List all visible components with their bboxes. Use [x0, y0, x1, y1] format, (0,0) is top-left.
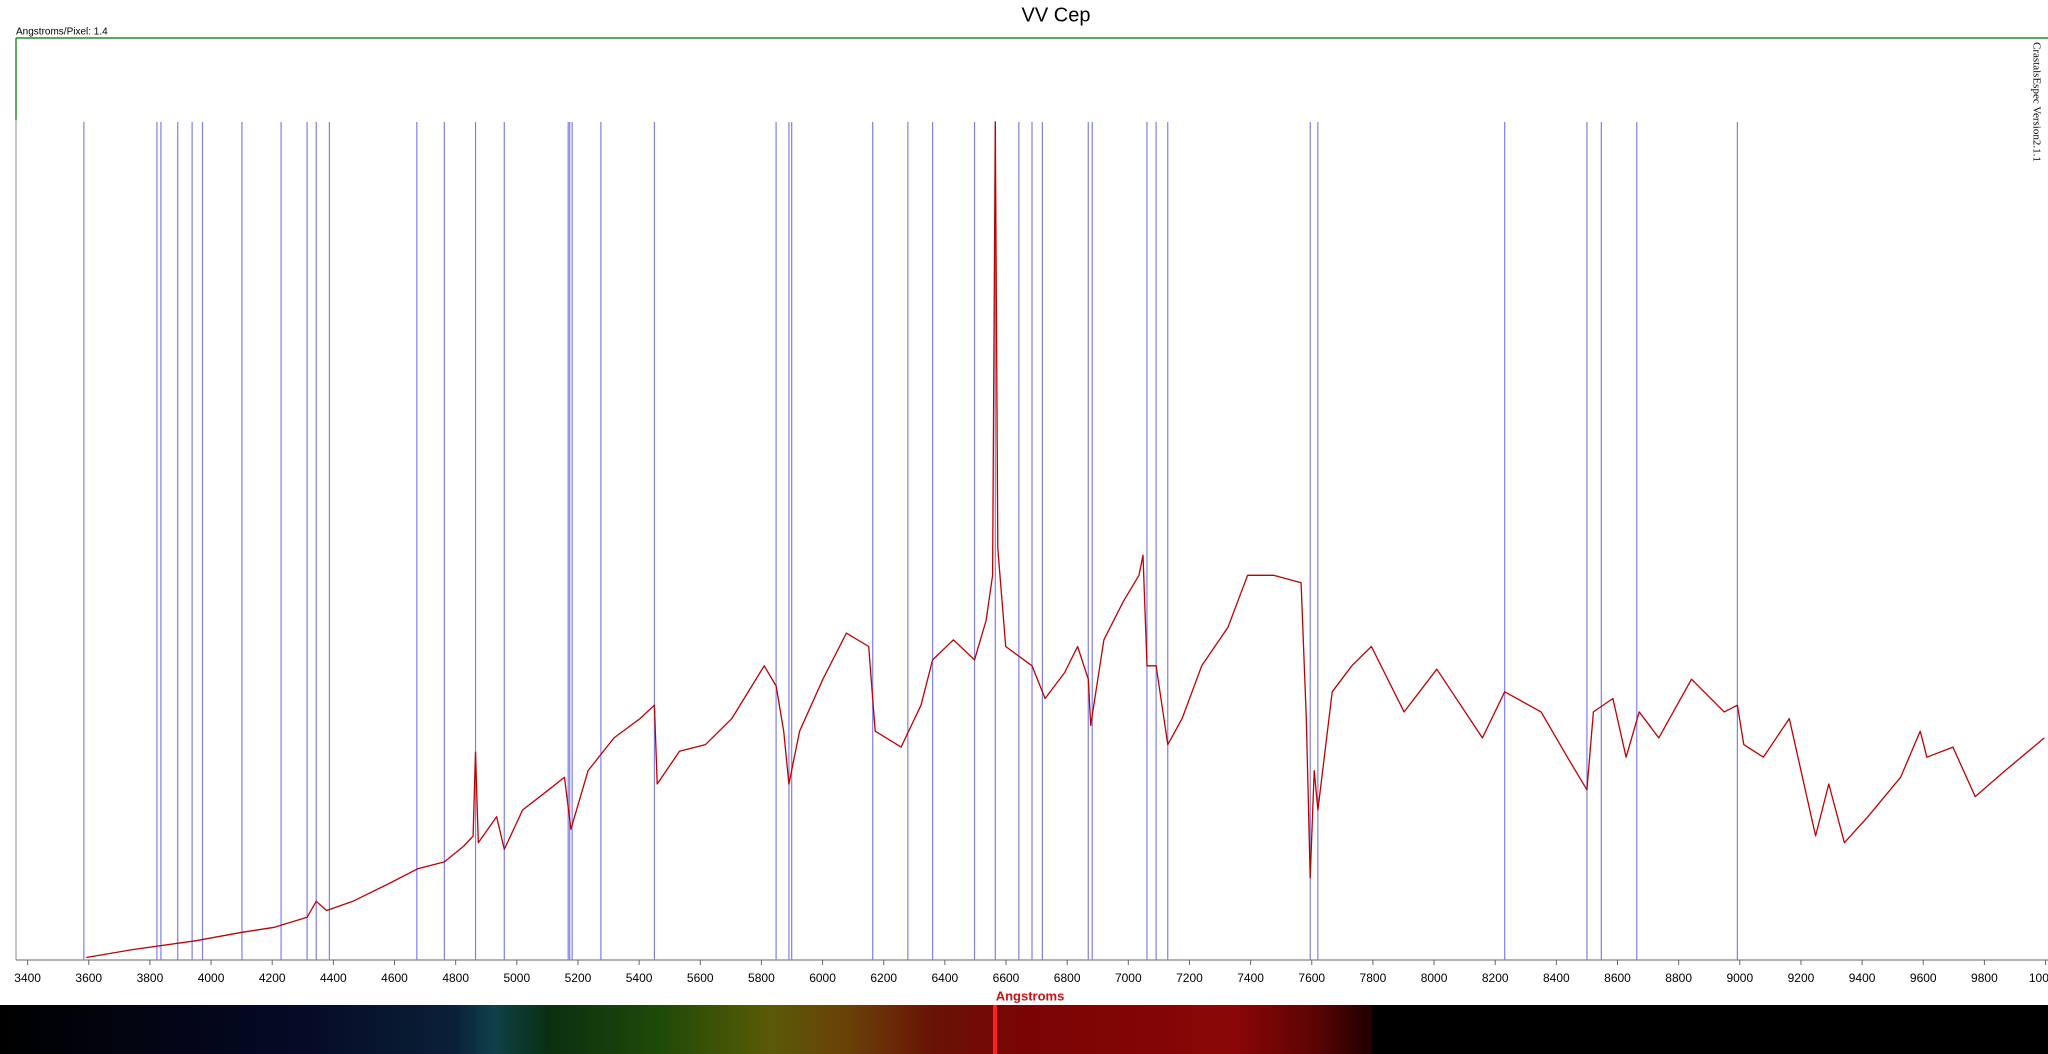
x-tick-label: 9600: [1910, 971, 1937, 985]
x-tick-label: 7200: [1176, 971, 1203, 985]
x-tick-label: 3600: [75, 971, 102, 985]
chart-title: VV Cep: [1022, 4, 1091, 26]
x-tick-label: 6400: [932, 971, 959, 985]
x-tick-label: 6800: [1054, 971, 1081, 985]
x-tick-label: 9400: [1849, 971, 1876, 985]
x-tick-label: 4400: [320, 971, 347, 985]
x-tick-label: 5000: [503, 971, 530, 985]
x-tick-label: 8200: [1482, 971, 1509, 985]
x-tick-label: 7800: [1360, 971, 1387, 985]
x-tick-label: 4200: [259, 971, 286, 985]
x-tick-label: 3400: [14, 971, 41, 985]
spectrum-strip-halpha: [993, 1005, 997, 1054]
spectrum-line: [86, 121, 2045, 959]
subtitle: Angstroms/Pixel: 1.4: [16, 27, 108, 38]
x-tick-label: 6000: [809, 971, 836, 985]
x-tick-label: 10000: [2029, 971, 2048, 985]
x-tick-label: 7400: [1237, 971, 1264, 985]
x-tick-label: 8400: [1543, 971, 1570, 985]
x-tick-label: 4600: [381, 971, 408, 985]
x-tick-label: 7000: [1115, 971, 1142, 985]
x-tick-label: 5600: [687, 971, 714, 985]
x-tick-label: 9800: [1971, 971, 1998, 985]
spectrum-strip: [0, 1005, 1372, 1054]
x-tick-label: 5800: [748, 971, 775, 985]
x-tick-label: 6600: [993, 971, 1020, 985]
side-label: CrastalsEspec Version2.1.1: [2030, 42, 2042, 162]
x-tick-label: 9200: [1788, 971, 1815, 985]
x-tick-label: 3800: [137, 971, 164, 985]
x-tick-label: 8000: [1421, 971, 1448, 985]
x-tick-label: 5200: [565, 971, 592, 985]
x-tick-label: 6200: [870, 971, 897, 985]
x-axis-label: Angstroms: [996, 988, 1065, 1003]
x-tick-label: 4800: [442, 971, 469, 985]
x-tick-label: 9000: [1726, 971, 1753, 985]
x-tick-label: 7600: [1298, 971, 1325, 985]
x-tick-label: 4000: [198, 971, 225, 985]
x-tick-label: 8600: [1604, 971, 1631, 985]
x-tick-label: 8800: [1665, 971, 1692, 985]
x-tick-label: 5400: [626, 971, 653, 985]
